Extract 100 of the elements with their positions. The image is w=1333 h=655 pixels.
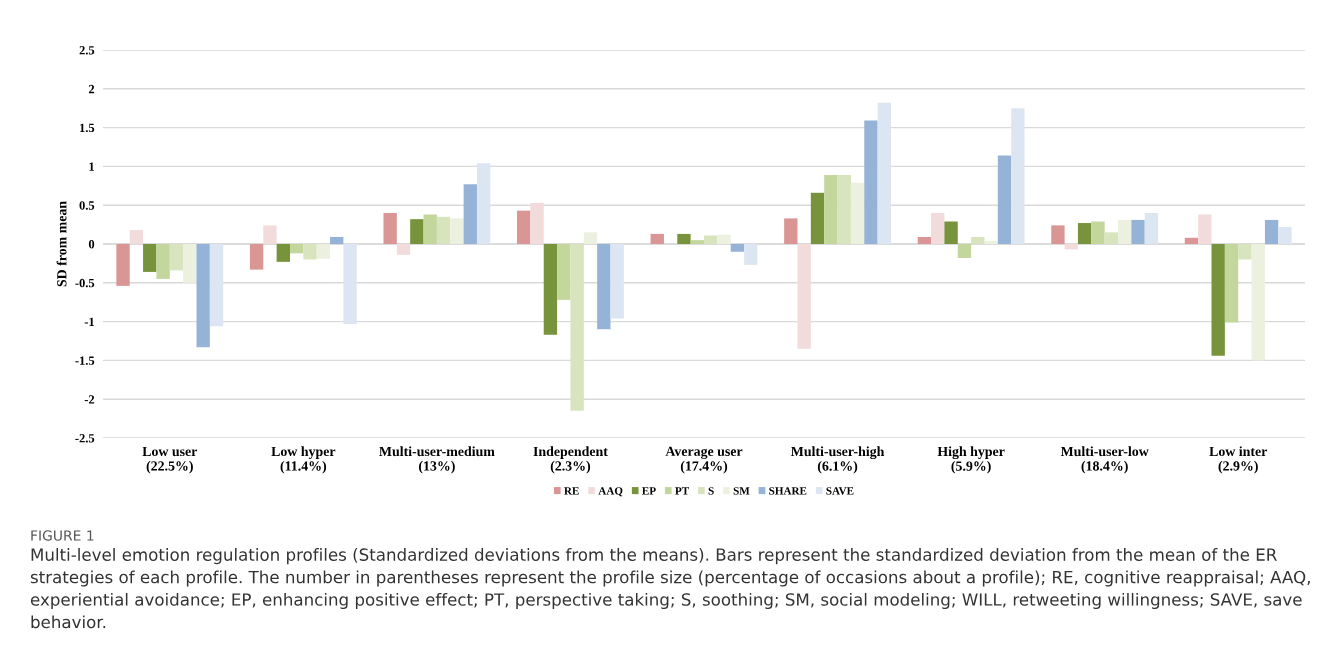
bar bbox=[570, 244, 584, 411]
bar bbox=[1251, 244, 1265, 361]
bar bbox=[784, 218, 798, 244]
bar bbox=[436, 216, 451, 244]
x-tick-label: Average user (17.4%) bbox=[665, 446, 743, 474]
bar bbox=[917, 237, 932, 244]
bar bbox=[1077, 223, 1092, 244]
bar bbox=[557, 244, 571, 300]
bar bbox=[316, 244, 331, 259]
bar bbox=[1278, 226, 1292, 244]
bar bbox=[263, 225, 277, 244]
x-tick-label: Multi-user-high (6.1%) bbox=[790, 446, 885, 474]
bar bbox=[1091, 221, 1105, 244]
y-tick-label: 2 bbox=[88, 84, 95, 94]
bar bbox=[610, 244, 624, 319]
bar bbox=[249, 244, 264, 270]
x-tick-label: Low hyper (11.4%) bbox=[271, 446, 336, 474]
bar bbox=[583, 232, 598, 244]
bar bbox=[463, 184, 477, 244]
x-tick-label: Independent (2.3%) bbox=[533, 446, 608, 474]
bar bbox=[143, 244, 157, 272]
bar bbox=[877, 102, 891, 244]
y-tick-label: -1 bbox=[84, 317, 95, 326]
bar bbox=[209, 244, 224, 327]
y-tick-label: 0 bbox=[88, 240, 95, 249]
bar bbox=[156, 244, 170, 279]
bar bbox=[597, 244, 611, 330]
bar bbox=[850, 182, 865, 244]
bar bbox=[116, 244, 130, 286]
bar bbox=[330, 237, 344, 244]
bar bbox=[303, 244, 317, 260]
x-tick-label: Low inter (2.9%) bbox=[1209, 446, 1268, 474]
bar bbox=[1131, 219, 1145, 244]
bar bbox=[690, 240, 704, 244]
bar bbox=[797, 244, 811, 349]
y-tick-label: 2.5 bbox=[79, 46, 95, 55]
bar bbox=[984, 240, 998, 244]
y-tick-label: 0.5 bbox=[79, 201, 95, 210]
bar bbox=[289, 244, 304, 254]
bar bbox=[1238, 244, 1252, 260]
bar bbox=[543, 244, 558, 335]
bar bbox=[931, 212, 945, 244]
bar bbox=[864, 120, 878, 244]
y-axis-title: SD from mean bbox=[56, 201, 67, 287]
legend-label: SHARE bbox=[769, 487, 807, 495]
legend-label: SM bbox=[733, 487, 750, 495]
x-tick-label: Low user (22.5%) bbox=[142, 446, 198, 474]
text: Multi-level emotion regulation profiles (Standardized deviations from the means). Bars represent the standardized deviation from the mean of the ER strategies of each profile. The number in parentheses represent the profile size (percentage of occasions about a profile); RE, cognitive reappraisal; AAQ, experiential avoidance; EP, enhancing positive effect; PT, perspective taking; S, soothing; SM, social modeling; WILL, retweeting willingness; SAVE, save behavior. bbox=[30, 548, 1310, 629]
bar bbox=[717, 234, 731, 244]
bar bbox=[971, 237, 985, 244]
bar bbox=[837, 174, 851, 244]
bar bbox=[423, 214, 437, 244]
bar bbox=[1211, 244, 1225, 356]
bar bbox=[1011, 108, 1025, 244]
bar bbox=[276, 244, 290, 262]
legend-label: RE bbox=[564, 487, 579, 495]
bar bbox=[1118, 219, 1132, 244]
bar bbox=[169, 244, 184, 271]
legend-label: S bbox=[708, 487, 714, 495]
bar bbox=[730, 244, 745, 252]
bar bbox=[810, 192, 825, 244]
bar bbox=[1184, 237, 1199, 244]
legend-label: AAQ bbox=[598, 487, 623, 497]
bar bbox=[129, 230, 144, 244]
x-tick-label: Multi-user-medium (13%) bbox=[379, 446, 495, 474]
bar bbox=[1104, 232, 1119, 244]
bar bbox=[183, 244, 197, 283]
y-tick-label: 1.5 bbox=[80, 123, 95, 133]
bar bbox=[944, 221, 958, 244]
bar bbox=[517, 210, 531, 244]
y-tick-label: -2 bbox=[84, 395, 95, 404]
bar bbox=[957, 244, 972, 258]
bar bbox=[997, 155, 1012, 244]
bar bbox=[824, 174, 838, 244]
bar bbox=[1051, 225, 1065, 244]
bar bbox=[396, 244, 411, 255]
bar bbox=[343, 244, 357, 324]
caption: FIGURE 1 bbox=[31, 530, 94, 541]
bar bbox=[450, 218, 464, 244]
bar bbox=[650, 233, 664, 244]
bar bbox=[530, 202, 544, 244]
y-tick-label: 1 bbox=[89, 162, 95, 171]
legend-label: PT bbox=[675, 487, 689, 495]
y-tick-label: -0.5 bbox=[75, 278, 95, 288]
x-tick-label: Multi-user-low (18.4%) bbox=[1060, 446, 1149, 474]
legend-label: EP bbox=[642, 487, 656, 495]
bar bbox=[196, 244, 210, 348]
y-tick-label: -2.5 bbox=[75, 434, 95, 443]
bar bbox=[410, 219, 424, 244]
legend-label: SAVE bbox=[826, 487, 854, 495]
x-tick-label: High hyper (5.9%) bbox=[937, 446, 1005, 474]
bar bbox=[476, 163, 491, 244]
y-tick-label: -1.5 bbox=[75, 356, 95, 365]
bar bbox=[704, 235, 718, 244]
bar bbox=[744, 244, 758, 265]
bar bbox=[1264, 219, 1279, 244]
bar bbox=[677, 233, 691, 244]
bar bbox=[383, 212, 397, 244]
bar bbox=[1198, 214, 1212, 244]
bar bbox=[1144, 212, 1159, 244]
